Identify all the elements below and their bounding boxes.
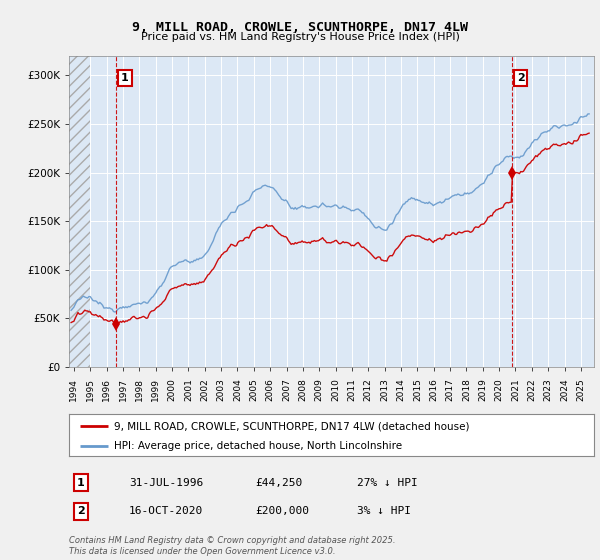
- Text: 2005: 2005: [250, 378, 259, 400]
- Text: 2008: 2008: [298, 378, 307, 400]
- Bar: [69, 56, 90, 367]
- Text: 2019: 2019: [478, 378, 487, 400]
- Text: 1994: 1994: [70, 378, 79, 400]
- Text: 2000: 2000: [167, 378, 176, 400]
- Text: 2018: 2018: [462, 378, 471, 400]
- Text: 31-JUL-1996: 31-JUL-1996: [129, 478, 203, 488]
- Text: 1: 1: [77, 478, 85, 488]
- Text: 2003: 2003: [217, 378, 226, 400]
- Text: 27% ↓ HPI: 27% ↓ HPI: [357, 478, 418, 488]
- Text: 2013: 2013: [380, 378, 389, 400]
- Text: 2009: 2009: [315, 378, 324, 400]
- Text: 2016: 2016: [429, 378, 438, 400]
- Text: 1996: 1996: [102, 377, 111, 401]
- Text: £44,250: £44,250: [255, 478, 302, 488]
- Text: 2020: 2020: [494, 378, 503, 400]
- Text: 2006: 2006: [266, 378, 275, 400]
- Text: £200,000: £200,000: [255, 506, 309, 516]
- Text: 2017: 2017: [446, 378, 455, 400]
- Text: 2002: 2002: [200, 378, 209, 400]
- Text: Price paid vs. HM Land Registry's House Price Index (HPI): Price paid vs. HM Land Registry's House …: [140, 32, 460, 42]
- Text: 2015: 2015: [413, 378, 422, 400]
- Text: 16-OCT-2020: 16-OCT-2020: [129, 506, 203, 516]
- Text: 9, MILL ROAD, CROWLE, SCUNTHORPE, DN17 4LW (detached house): 9, MILL ROAD, CROWLE, SCUNTHORPE, DN17 4…: [113, 421, 469, 431]
- Text: 2: 2: [517, 73, 525, 83]
- Text: 1999: 1999: [151, 377, 160, 401]
- Text: 1995: 1995: [86, 377, 95, 401]
- Text: 1: 1: [121, 73, 129, 83]
- Text: 2011: 2011: [347, 378, 356, 400]
- Text: 2024: 2024: [560, 378, 569, 400]
- Text: 2021: 2021: [511, 378, 520, 400]
- Text: 2010: 2010: [331, 378, 340, 400]
- Text: HPI: Average price, detached house, North Lincolnshire: HPI: Average price, detached house, Nort…: [113, 441, 402, 451]
- Text: 9, MILL ROAD, CROWLE, SCUNTHORPE, DN17 4LW: 9, MILL ROAD, CROWLE, SCUNTHORPE, DN17 4…: [132, 21, 468, 34]
- Text: 2025: 2025: [577, 378, 586, 400]
- Text: 2022: 2022: [527, 378, 536, 400]
- Text: 1997: 1997: [118, 377, 127, 401]
- Text: 3% ↓ HPI: 3% ↓ HPI: [357, 506, 411, 516]
- Text: 2014: 2014: [397, 378, 406, 400]
- Text: 2004: 2004: [233, 378, 242, 400]
- Text: 2007: 2007: [282, 378, 291, 400]
- Text: 2012: 2012: [364, 378, 373, 400]
- Text: 2: 2: [77, 506, 85, 516]
- Text: Contains HM Land Registry data © Crown copyright and database right 2025.
This d: Contains HM Land Registry data © Crown c…: [69, 536, 395, 556]
- Text: 1998: 1998: [135, 377, 144, 401]
- Text: 2001: 2001: [184, 378, 193, 400]
- Text: 2023: 2023: [544, 378, 553, 400]
